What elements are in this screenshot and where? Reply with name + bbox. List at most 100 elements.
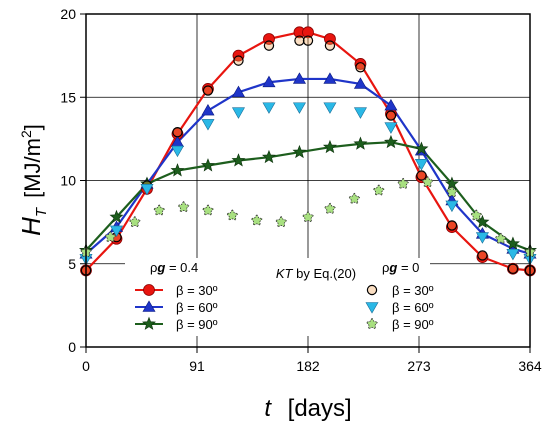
legend-marker-rg04-b60 — [142, 300, 156, 312]
data-point — [324, 40, 336, 51]
data-point — [372, 183, 385, 196]
data-point — [384, 122, 398, 134]
legend-symbol — [366, 284, 378, 296]
x-tick-label: 0 — [82, 358, 90, 374]
data-point — [274, 215, 288, 228]
x-axis-symbol: t — [264, 395, 272, 422]
y-ticks: 0 5 10 15 20 — [60, 6, 86, 355]
data-point — [355, 62, 366, 73]
y-tick-label: 5 — [68, 256, 76, 272]
legend-marker-rg0-b30 — [366, 284, 378, 296]
legend-symbol — [365, 317, 379, 330]
data-point — [302, 26, 314, 39]
legend-label-rg04-b90: β = 90º — [176, 317, 218, 332]
legend-group-2-rho: ρ — [382, 260, 389, 275]
data-point — [446, 220, 458, 231]
data-point — [231, 85, 245, 98]
data-point — [292, 144, 307, 159]
data-point — [172, 127, 183, 138]
data-point — [170, 163, 185, 177]
data-point — [152, 203, 166, 216]
legend-label-rg0-b90: β = 90º — [392, 317, 434, 332]
data-point — [348, 192, 361, 205]
data-point — [494, 232, 507, 245]
data-point — [322, 139, 337, 154]
data-point — [475, 232, 489, 244]
data-point — [506, 248, 520, 261]
legend-group-2-g: g — [388, 260, 397, 275]
data-point — [507, 263, 519, 274]
legend-symbol — [142, 300, 156, 312]
legend-marker-rg0-b60 — [365, 302, 379, 314]
data-point — [294, 35, 305, 46]
data-point — [263, 40, 275, 51]
legend-group-1-eq: = 0.4 — [165, 260, 198, 275]
data-point — [202, 85, 214, 96]
data-point — [201, 119, 215, 131]
data-point — [445, 200, 459, 213]
data-point — [202, 83, 214, 95]
data-point — [104, 230, 117, 243]
series-line-2 — [85, 141, 531, 252]
legend-marker-rg0-b90 — [365, 317, 379, 330]
legend-label-rg04-b60: β = 60º — [176, 300, 218, 315]
data-point — [231, 153, 246, 167]
data-point — [476, 251, 489, 263]
x-tick-label: 91 — [189, 358, 205, 374]
data-point — [177, 200, 190, 213]
data-point — [507, 262, 519, 275]
data-point — [301, 210, 315, 223]
annotation-kt-prefix: KT — [276, 266, 294, 281]
data-point — [353, 107, 367, 119]
data-point — [170, 145, 185, 158]
legend-group-1-g: g — [156, 260, 165, 275]
legend-background — [125, 258, 430, 336]
x-axis-units: [days] — [288, 395, 352, 422]
y-axis-symbol: H — [16, 217, 46, 236]
data-point — [109, 209, 124, 224]
data-point — [233, 55, 244, 66]
y-axis-units: [MJ/m — [20, 138, 45, 198]
data-point — [421, 175, 434, 188]
data-point — [262, 75, 276, 88]
data-point — [384, 98, 398, 111]
data-point — [383, 134, 398, 149]
data-point — [323, 202, 337, 215]
data-point — [477, 250, 488, 261]
x-tick-label: 273 — [407, 358, 431, 374]
legend-group-2-eq: = 0 — [397, 260, 419, 275]
data-point — [109, 225, 124, 238]
annotation-kt-text: by Eq.(20) — [293, 266, 357, 281]
data-point — [201, 103, 215, 116]
legend-symbol — [142, 316, 156, 330]
y-axis-title: HT [MJ/m2] — [16, 124, 50, 236]
data-point — [475, 214, 490, 229]
data-point — [323, 102, 337, 114]
data-point — [446, 221, 458, 234]
data-point — [226, 208, 239, 221]
data-point — [416, 170, 427, 181]
legend: ρg = 0.4 KT by Eq.(20) ρg = 0 β = 30º β … — [125, 258, 434, 336]
data-point — [302, 35, 314, 46]
x-axis-title: t [days] — [264, 395, 351, 422]
y-tick-label: 20 — [60, 6, 76, 22]
data-point — [128, 215, 142, 228]
data-point — [505, 236, 520, 250]
legend-label-rg0-b60: β = 60º — [392, 300, 434, 315]
legend-label-rg04-b30: β = 30º — [176, 283, 218, 298]
data-point — [201, 203, 215, 216]
data-point — [292, 102, 306, 114]
legend-marker-rg04-b30 — [143, 284, 155, 296]
y-tick-label: 15 — [60, 89, 76, 105]
data-point — [140, 184, 154, 196]
annotation-kt: KT by Eq.(20) — [276, 266, 356, 281]
data-point — [231, 107, 245, 119]
series-line-1 — [85, 77, 531, 255]
y-axis-units-sup: 2 — [18, 130, 34, 138]
data-point — [250, 213, 264, 226]
legend-symbol — [365, 302, 379, 314]
y-tick-label: 0 — [68, 339, 76, 355]
data-point — [323, 72, 337, 84]
data-point — [292, 72, 306, 84]
